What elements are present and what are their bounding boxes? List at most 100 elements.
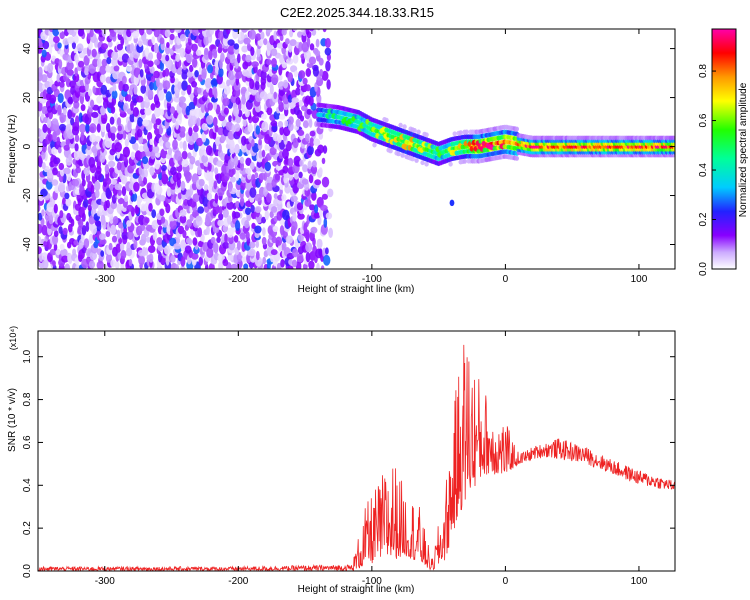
noise-blob (88, 233, 94, 244)
noise-blob (308, 174, 314, 184)
noise-blob (185, 41, 194, 50)
noise-blob (182, 230, 187, 239)
noise-blob (88, 156, 96, 168)
noise-blob (227, 39, 235, 46)
noise-blob (292, 54, 299, 64)
noise-blob (305, 29, 310, 36)
noise-blob (229, 52, 236, 64)
noise-blob (284, 120, 289, 127)
noise-blob (218, 143, 222, 153)
noise-blob (292, 137, 299, 149)
noise-blob (308, 118, 313, 128)
noise-blob (60, 248, 68, 257)
noise-blob (323, 217, 328, 228)
noise-blob (247, 123, 253, 133)
noise-blob (56, 73, 61, 83)
snr-x-tick-label: -100 (362, 576, 382, 587)
noise-blob (154, 128, 161, 136)
noise-blob (287, 265, 294, 269)
noise-blob (89, 29, 94, 38)
noise-blob (85, 221, 90, 233)
noise-blob (95, 189, 100, 199)
noise-blob (124, 194, 129, 203)
noise-blob (207, 156, 215, 164)
noise-blob (126, 65, 133, 72)
noise-blob (287, 157, 294, 168)
noise-blob (151, 220, 159, 230)
noise-blob (105, 230, 111, 238)
noise-blob (254, 80, 260, 91)
noise-blob (127, 120, 132, 131)
noise-blob (110, 106, 116, 114)
noise-blob (134, 204, 140, 215)
noise-blob (296, 252, 304, 263)
noise-blob (127, 132, 132, 141)
noise-blob (197, 227, 203, 238)
snr-axes: -300 -200 -100 0 100 0.0 0.2 0.4 0.6 0.8 1.0 (22, 331, 675, 587)
noise-blob (261, 113, 267, 120)
noise-blob (274, 173, 280, 181)
noise-blob (176, 36, 182, 46)
noise-blob (282, 148, 289, 160)
noise-blob (41, 162, 46, 170)
noise-blob (208, 49, 213, 61)
ridge-cell (424, 132, 429, 138)
noise-blob (229, 176, 236, 183)
noise-blob (160, 108, 165, 116)
noise-blob (258, 138, 262, 146)
noise-blob (206, 192, 213, 201)
noise-blob (217, 126, 225, 136)
noise-blob (272, 225, 279, 233)
noise-blob (116, 161, 122, 171)
noise-blob (227, 215, 232, 225)
noise-blob (262, 227, 266, 237)
noise-blob (214, 167, 219, 175)
noise-blob (159, 37, 165, 45)
noise-blob (235, 96, 241, 105)
noise-blob (105, 187, 111, 199)
noise-blob (117, 189, 122, 197)
noise-blob (309, 204, 316, 211)
ridge-cell (414, 158, 419, 163)
noise-blob (196, 137, 204, 147)
noise-blob (298, 171, 303, 179)
noise-blob (227, 254, 235, 261)
noise-blob (38, 142, 43, 153)
noise-blob (185, 52, 193, 64)
ridge-cell (402, 124, 407, 130)
noise-blob (66, 69, 74, 76)
noise-blob (184, 245, 192, 254)
noise-blob (191, 29, 200, 37)
noise-blob (249, 187, 257, 198)
noise-blob (38, 236, 42, 245)
spectrogram-x-tick-label: 100 (631, 274, 648, 285)
noise-blob (99, 233, 106, 241)
noise-blob (255, 250, 260, 261)
noise-blob (308, 56, 317, 65)
noise-blob (196, 117, 201, 127)
noise-blob (266, 106, 273, 116)
noise-blob (313, 212, 321, 219)
noise-blob (285, 38, 290, 45)
noise-blob (139, 29, 145, 36)
noise-blob (310, 226, 318, 234)
noise-blob (313, 138, 321, 146)
colorbar: 0.0 0.2 0.4 0.6 0.8 Normalized spectral ampl… (698, 28, 749, 276)
noise-blob (233, 43, 240, 50)
noise-blob (78, 29, 85, 37)
noise-blob (83, 238, 90, 249)
noise-blob (292, 211, 297, 222)
noise-blob (270, 48, 278, 57)
noise-blob (67, 36, 75, 44)
noise-blob (320, 204, 328, 211)
noise-blob (271, 57, 277, 68)
noise-blob (110, 259, 116, 268)
noise-blob (117, 252, 122, 260)
noise-blob (51, 146, 58, 156)
noise-blob (88, 215, 96, 225)
noise-blob (246, 42, 251, 50)
spectrogram-x-label: Height of straight line (km) (298, 284, 415, 295)
noise-blob (239, 232, 246, 240)
noise-blob (292, 29, 298, 32)
